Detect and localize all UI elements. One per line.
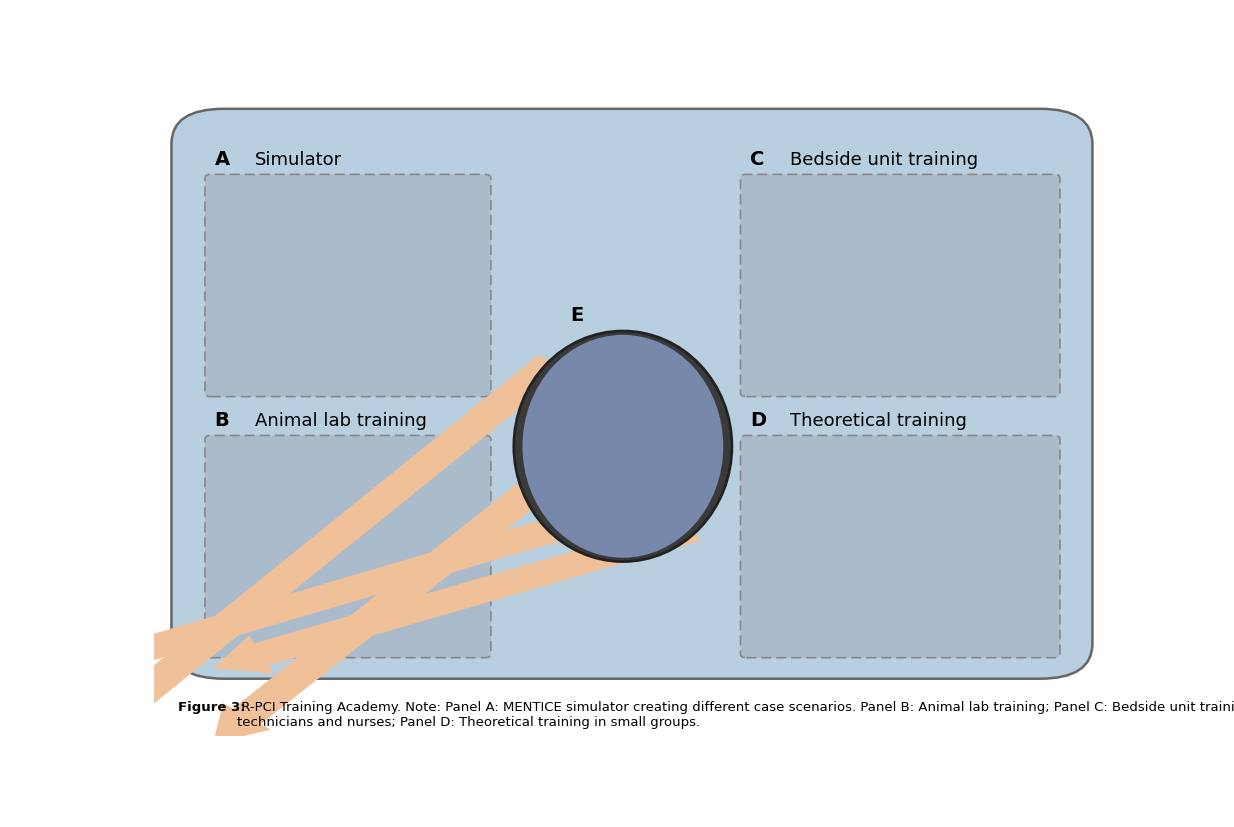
Ellipse shape	[513, 331, 732, 562]
FancyBboxPatch shape	[740, 174, 1060, 397]
FancyBboxPatch shape	[205, 436, 491, 657]
Text: Simulator: Simulator	[254, 151, 342, 170]
Text: Bedside unit training: Bedside unit training	[790, 151, 979, 170]
FancyArrow shape	[213, 355, 707, 743]
Text: B: B	[215, 411, 230, 430]
Text: C: C	[750, 151, 764, 170]
Text: Figure 3:: Figure 3:	[178, 701, 246, 714]
FancyBboxPatch shape	[205, 174, 491, 397]
Text: E: E	[570, 306, 584, 325]
FancyArrow shape	[213, 519, 701, 673]
Text: A: A	[215, 151, 230, 170]
Text: Theoretical training: Theoretical training	[790, 413, 967, 430]
Ellipse shape	[522, 335, 723, 557]
Text: D: D	[750, 411, 766, 430]
Text: Animal lab training: Animal lab training	[254, 413, 427, 430]
FancyArrow shape	[81, 519, 560, 673]
FancyArrow shape	[81, 355, 566, 743]
Text: R-PCI Training Academy. Note: Panel A: MENTICE simulator creating different case: R-PCI Training Academy. Note: Panel A: M…	[237, 701, 1234, 729]
FancyBboxPatch shape	[740, 436, 1060, 657]
FancyBboxPatch shape	[172, 109, 1092, 679]
